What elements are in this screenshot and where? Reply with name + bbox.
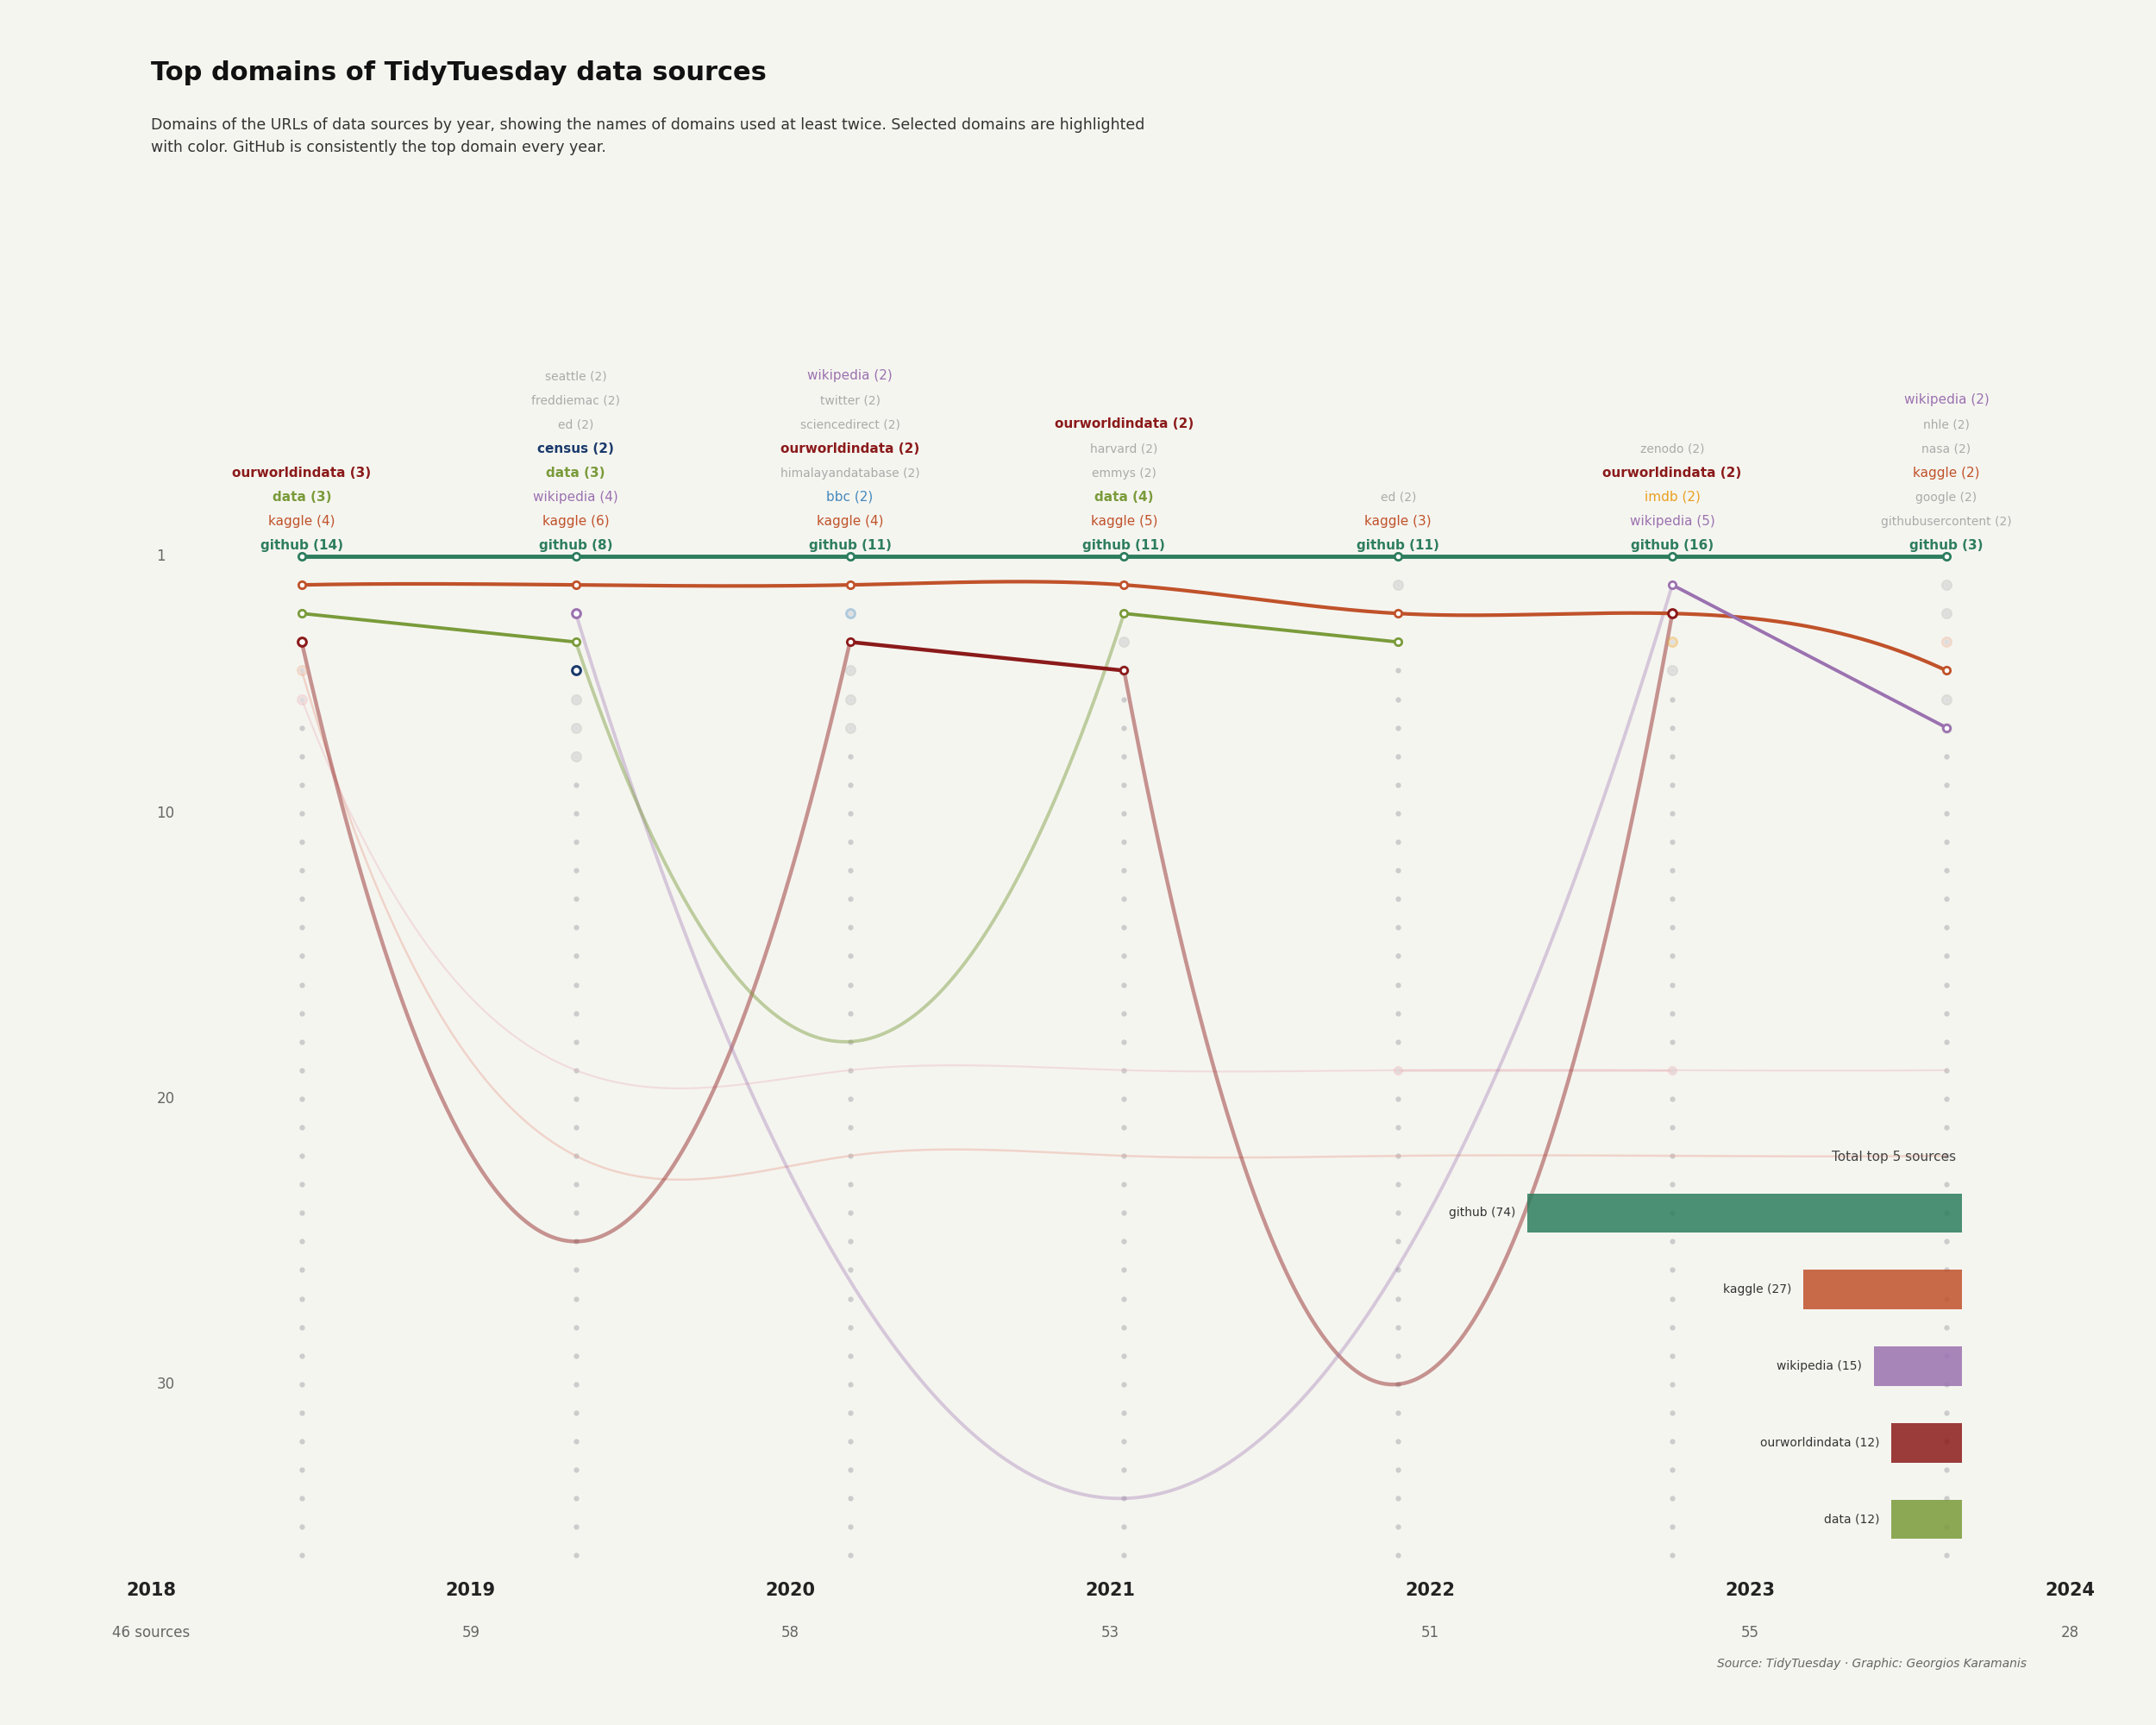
Text: wikipedia (5): wikipedia (5): [1630, 514, 1714, 528]
Text: github (11): github (11): [1356, 540, 1440, 552]
Text: emmys (2): emmys (2): [1091, 467, 1156, 480]
Text: github (3): github (3): [1910, 540, 1984, 552]
Text: 2020: 2020: [765, 1582, 815, 1599]
Text: google (2): google (2): [1917, 492, 1977, 504]
Text: Top domains of TidyTuesday data sources: Top domains of TidyTuesday data sources: [151, 60, 768, 85]
Text: kaggle (2): kaggle (2): [1912, 466, 1979, 480]
Text: 53: 53: [1102, 1625, 1119, 1640]
Bar: [1891, 1423, 1962, 1463]
Text: github (16): github (16): [1630, 540, 1714, 552]
Text: data (12): data (12): [1824, 1513, 1880, 1525]
Text: census (2): census (2): [537, 442, 614, 455]
Text: ed (2): ed (2): [558, 419, 593, 431]
Text: data (3): data (3): [272, 490, 332, 504]
Text: wikipedia (2): wikipedia (2): [806, 369, 893, 383]
Text: 46 sources: 46 sources: [112, 1625, 190, 1640]
Text: 2022: 2022: [1406, 1582, 1455, 1599]
Text: harvard (2): harvard (2): [1091, 443, 1158, 455]
Text: 1: 1: [157, 549, 166, 564]
Text: kaggle (3): kaggle (3): [1365, 514, 1432, 528]
Text: kaggle (5): kaggle (5): [1091, 514, 1158, 528]
Text: 51: 51: [1421, 1625, 1440, 1640]
Text: data (4): data (4): [1095, 490, 1153, 504]
Text: kaggle (27): kaggle (27): [1723, 1283, 1792, 1295]
Text: ourworldindata (12): ourworldindata (12): [1759, 1437, 1880, 1449]
Bar: [1802, 1270, 1962, 1309]
Text: 2023: 2023: [1725, 1582, 1774, 1599]
Text: ourworldindata (2): ourworldindata (2): [1054, 417, 1194, 431]
Text: ourworldindata (3): ourworldindata (3): [233, 466, 371, 480]
Text: wikipedia (2): wikipedia (2): [1904, 393, 1990, 407]
Text: 28: 28: [2061, 1625, 2078, 1640]
Text: Source: TidyTuesday · Graphic: Georgios Karamanis: Source: TidyTuesday · Graphic: Georgios …: [1716, 1658, 2027, 1670]
Bar: [1891, 1499, 1962, 1539]
Text: zenodo (2): zenodo (2): [1641, 443, 1705, 455]
Text: github (11): github (11): [1082, 540, 1166, 552]
Bar: [1526, 1194, 1962, 1233]
Text: 20: 20: [157, 1090, 175, 1106]
Text: 10: 10: [157, 806, 175, 821]
Text: 55: 55: [1740, 1625, 1759, 1640]
Text: 2024: 2024: [2044, 1582, 2096, 1599]
Text: imdb (2): imdb (2): [1645, 490, 1701, 504]
Bar: [1874, 1347, 1962, 1385]
Text: github (14): github (14): [261, 540, 343, 552]
Text: nasa (2): nasa (2): [1921, 443, 1971, 455]
Text: nhle (2): nhle (2): [1923, 419, 1971, 431]
Text: sciencedirect (2): sciencedirect (2): [800, 419, 899, 431]
Text: ourworldindata (2): ourworldindata (2): [1602, 466, 1742, 480]
Text: kaggle (6): kaggle (6): [543, 514, 610, 528]
Text: 58: 58: [780, 1625, 800, 1640]
Text: data (3): data (3): [545, 466, 606, 480]
Text: github (11): github (11): [808, 540, 890, 552]
Text: wikipedia (15): wikipedia (15): [1777, 1361, 1861, 1373]
Text: wikipedia (4): wikipedia (4): [533, 490, 619, 504]
Text: himalayandatabase (2): himalayandatabase (2): [780, 467, 921, 480]
Text: 30: 30: [157, 1377, 175, 1392]
Text: kaggle (4): kaggle (4): [267, 514, 334, 528]
Text: freddiemac (2): freddiemac (2): [530, 395, 621, 407]
Text: 59: 59: [461, 1625, 481, 1640]
Text: 2019: 2019: [446, 1582, 496, 1599]
Text: seattle (2): seattle (2): [545, 371, 606, 383]
Text: githubusercontent (2): githubusercontent (2): [1880, 516, 2012, 528]
Text: github (8): github (8): [539, 540, 612, 552]
Text: bbc (2): bbc (2): [826, 490, 873, 504]
Text: twitter (2): twitter (2): [819, 395, 880, 407]
Text: 2021: 2021: [1084, 1582, 1136, 1599]
Text: 2018: 2018: [125, 1582, 177, 1599]
Text: ourworldindata (2): ourworldindata (2): [780, 442, 918, 455]
Text: Domains of the URLs of data sources by year, showing the names of domains used a: Domains of the URLs of data sources by y…: [151, 117, 1145, 155]
Text: ed (2): ed (2): [1380, 492, 1416, 504]
Text: kaggle (4): kaggle (4): [817, 514, 884, 528]
Text: Total top 5 sources: Total top 5 sources: [1833, 1151, 1955, 1164]
Text: github (74): github (74): [1449, 1208, 1516, 1220]
